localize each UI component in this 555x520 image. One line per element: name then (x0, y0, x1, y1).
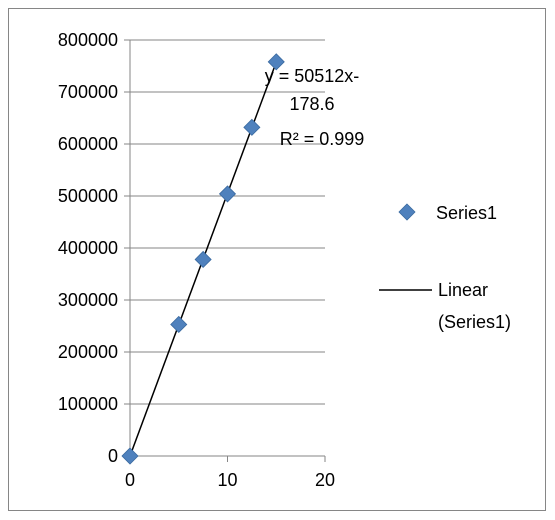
legend-marker-series1 (398, 203, 416, 221)
data-point (170, 315, 188, 334)
y-tick-label: 500000 (58, 186, 118, 206)
y-tick-label: 800000 (58, 30, 118, 50)
axes-layer: 0 100000 200000 300000 400000 500000 600000 700… (58, 30, 335, 490)
data-point (194, 250, 212, 269)
x-tick-label: 0 (125, 470, 135, 490)
legend-label-trendline: Linear (438, 280, 488, 300)
trendline-equation-continued: 178.6 (289, 94, 334, 114)
data-point (267, 53, 285, 71)
y-tick-label: 0 (108, 446, 118, 466)
x-tick-label: 20 (315, 470, 335, 490)
data-point (218, 185, 237, 203)
y-tick-label: 200000 (58, 342, 118, 362)
data-point (243, 118, 261, 136)
r-squared-label: R² = 0.999 (280, 129, 365, 149)
points-layer (121, 53, 285, 465)
label-layer: y = 50512x- 178.6 R² = 0.999 (265, 66, 365, 149)
trendline-equation: y = 50512x- (265, 66, 360, 86)
legend-label-series1: Series1 (436, 203, 497, 223)
y-tick-label: 300000 (58, 290, 118, 310)
y-tick-label: 600000 (58, 134, 118, 154)
data-point (121, 447, 139, 465)
legend: Series1 Linear (Series1) (379, 203, 511, 332)
y-tick-label: 400000 (58, 238, 118, 258)
legend-label-trendline-continued: (Series1) (438, 312, 511, 332)
y-tick-label: 700000 (58, 82, 118, 102)
x-tick-label: 10 (217, 470, 237, 490)
y-tick-label: 100000 (58, 394, 118, 414)
